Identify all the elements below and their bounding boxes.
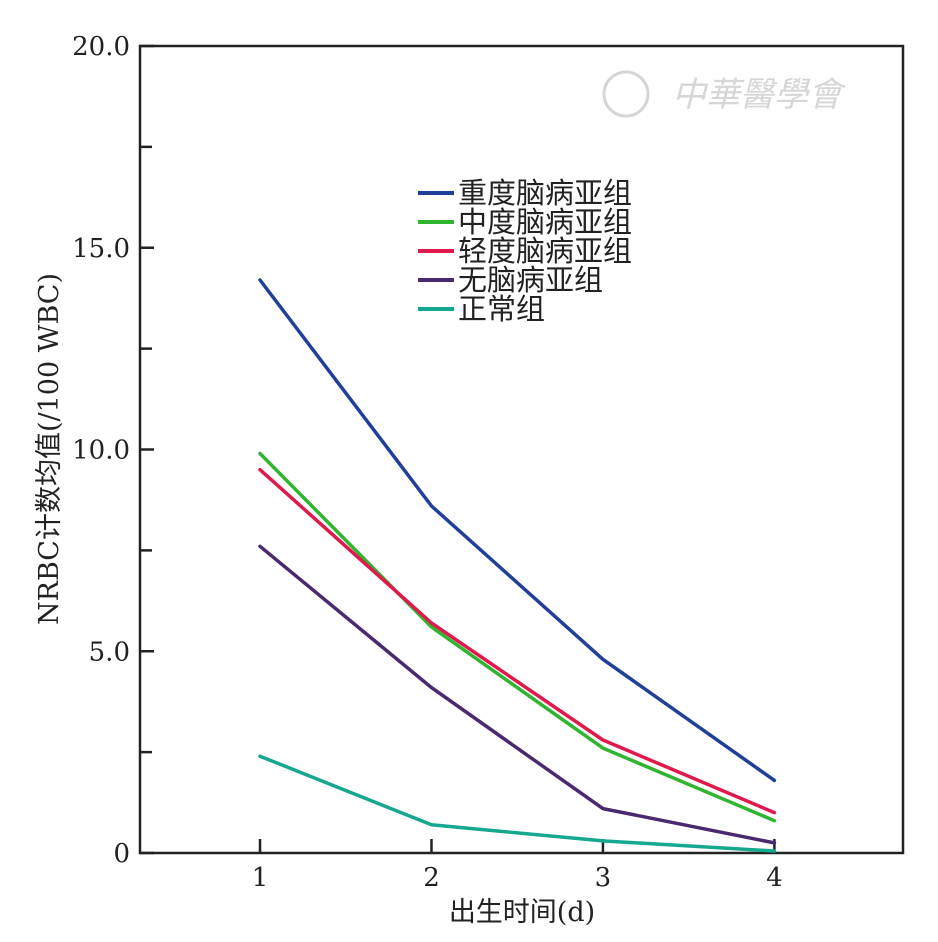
series-line-3 (258, 467, 777, 815)
y-tick-label: 10.0 (72, 436, 130, 466)
watermark: 中華醫學會 (602, 70, 847, 118)
series-line-4 (258, 544, 777, 845)
legend-label-1: 重度脑病亚组 (458, 176, 632, 210)
series-line-5 (258, 754, 777, 853)
legend-label-3: 轻度脑病亚组 (458, 234, 632, 268)
watermark-seal-icon (602, 70, 650, 118)
watermark-text: 中華醫學會 (672, 75, 847, 115)
legend-label-5: 正常组 (458, 292, 545, 326)
x-tick-label: 4 (766, 863, 783, 893)
plot-frame (138, 44, 905, 855)
legend-label-2: 中度脑病亚组 (458, 205, 632, 239)
series-line-2 (258, 451, 777, 823)
series-lines (258, 278, 777, 853)
legend-label-4: 无脑病亚组 (458, 263, 603, 297)
x-axis-title: 出生时间(d) (449, 897, 595, 928)
y-tick-label: 0 (113, 839, 130, 869)
y-axis: 0 5.0 10.0 15.0 20.0 (72, 32, 154, 869)
plot-area (138, 44, 905, 855)
y-axis-title: NRBC计数均值(/100 WBC) (34, 273, 65, 625)
x-tick-label: 2 (423, 863, 440, 893)
x-tick-label: 3 (595, 863, 612, 893)
y-tick-label: 20.0 (72, 32, 130, 62)
y-tick-label: 15.0 (72, 234, 130, 264)
x-tick-label: 1 (252, 863, 269, 893)
x-axis: 1 2 3 4 (252, 839, 783, 893)
series-line-1 (258, 278, 777, 783)
y-tick-label: 5.0 (89, 637, 130, 667)
